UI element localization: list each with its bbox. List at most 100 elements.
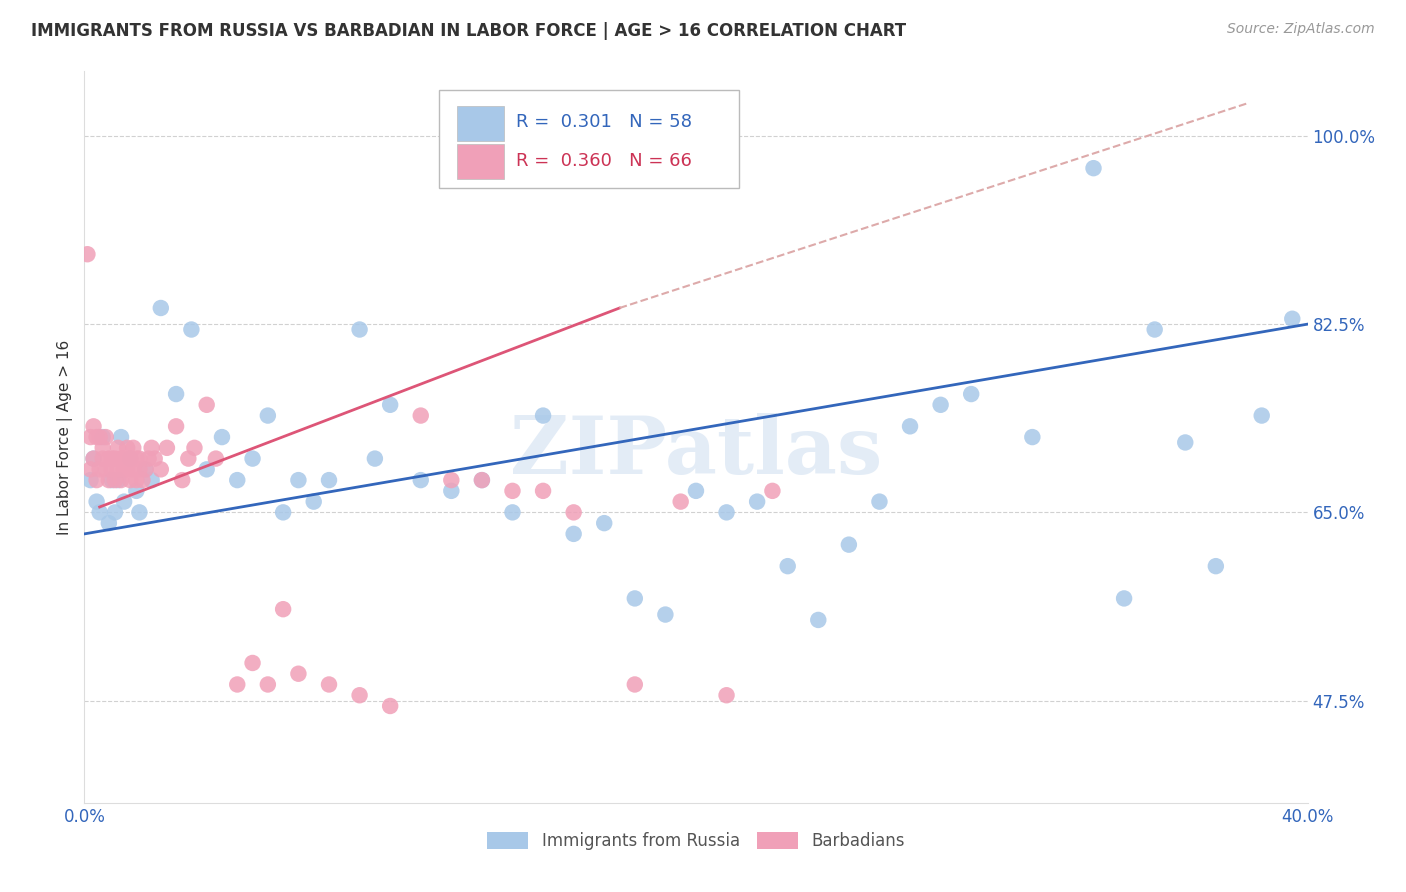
Point [110, 451, 132, 466]
Point [172, 473, 194, 487]
Point [107, 441, 129, 455]
Point [125, 483, 148, 498]
Point [257, 677, 280, 691]
Point [242, 451, 264, 466]
Point [195, 462, 218, 476]
Point [89, 462, 111, 476]
Point [211, 430, 233, 444]
Point [318, 677, 340, 691]
Point [471, 473, 494, 487]
Point [101, 473, 124, 487]
Point [122, 441, 145, 455]
Point [141, 473, 163, 487]
Point [104, 473, 127, 487]
Point [471, 473, 494, 487]
Point [531, 483, 554, 498]
Text: R =  0.360   N = 66: R = 0.360 N = 66 [516, 153, 692, 170]
Point [141, 441, 163, 455]
Point [122, 462, 145, 476]
FancyBboxPatch shape [457, 106, 503, 141]
Point [112, 494, 135, 508]
Point [83, 451, 105, 466]
Point [91, 451, 114, 466]
Text: IMMIGRANTS FROM RUSSIA VS BARBADIAN IN LABOR FORCE | AGE > 16 CORRELATION CHART: IMMIGRANTS FROM RUSSIA VS BARBADIAN IN L… [31, 22, 905, 40]
Point [125, 451, 148, 466]
Point [79, 473, 101, 487]
Point [562, 505, 585, 519]
Point [409, 473, 432, 487]
Point [128, 505, 150, 519]
Point [107, 462, 129, 476]
Point [115, 441, 138, 455]
Point [869, 494, 891, 508]
Point [120, 451, 142, 466]
Point [180, 322, 202, 336]
Point [1021, 430, 1043, 444]
Point [440, 473, 463, 487]
Point [1143, 322, 1166, 336]
Point [380, 398, 402, 412]
Y-axis label: In Labor Force | Age > 16: In Labor Force | Age > 16 [58, 340, 73, 534]
Point [91, 430, 114, 444]
Point [86, 430, 108, 444]
Point [380, 698, 402, 713]
Point [302, 494, 325, 508]
Point [89, 505, 111, 519]
Point [115, 462, 138, 476]
Point [271, 505, 294, 519]
Point [143, 451, 166, 466]
Point [91, 441, 114, 455]
Point [97, 516, 120, 530]
Point [287, 473, 309, 487]
Point [287, 666, 309, 681]
Point [135, 462, 157, 476]
Point [502, 505, 524, 519]
Point [531, 409, 554, 423]
Point [177, 451, 200, 466]
Point [120, 451, 142, 466]
Point [1083, 161, 1105, 176]
Point [195, 398, 218, 412]
Point [960, 387, 983, 401]
Point [349, 322, 371, 336]
Legend: Immigrants from Russia, Barbadians: Immigrants from Russia, Barbadians [481, 825, 911, 856]
Point [83, 451, 105, 466]
Point [101, 451, 124, 466]
Point [128, 451, 150, 466]
Point [807, 613, 830, 627]
Point [502, 483, 524, 498]
Point [1250, 409, 1272, 423]
Point [86, 494, 108, 508]
Text: R =  0.301   N = 58: R = 0.301 N = 58 [516, 112, 692, 131]
Point [898, 419, 921, 434]
Point [593, 516, 616, 530]
Point [440, 483, 463, 498]
Point [104, 505, 127, 519]
Point [409, 409, 432, 423]
Point [149, 301, 172, 315]
Point [1205, 559, 1227, 574]
Point [156, 441, 179, 455]
Point [364, 451, 387, 466]
Point [125, 473, 148, 487]
Point [110, 430, 132, 444]
Point [110, 473, 132, 487]
Point [135, 462, 157, 476]
Text: ZIPatlas: ZIPatlas [510, 413, 882, 491]
Point [120, 473, 142, 487]
Point [94, 462, 117, 476]
Point [776, 559, 799, 574]
Point [226, 677, 249, 691]
Point [654, 607, 676, 622]
Point [131, 473, 153, 487]
Point [1281, 311, 1303, 326]
Point [669, 494, 692, 508]
Point [97, 451, 120, 466]
Point [349, 688, 371, 702]
Point [183, 441, 205, 455]
Point [716, 688, 738, 702]
Point [94, 430, 117, 444]
Point [79, 430, 101, 444]
Point [112, 451, 135, 466]
Point [929, 398, 952, 412]
